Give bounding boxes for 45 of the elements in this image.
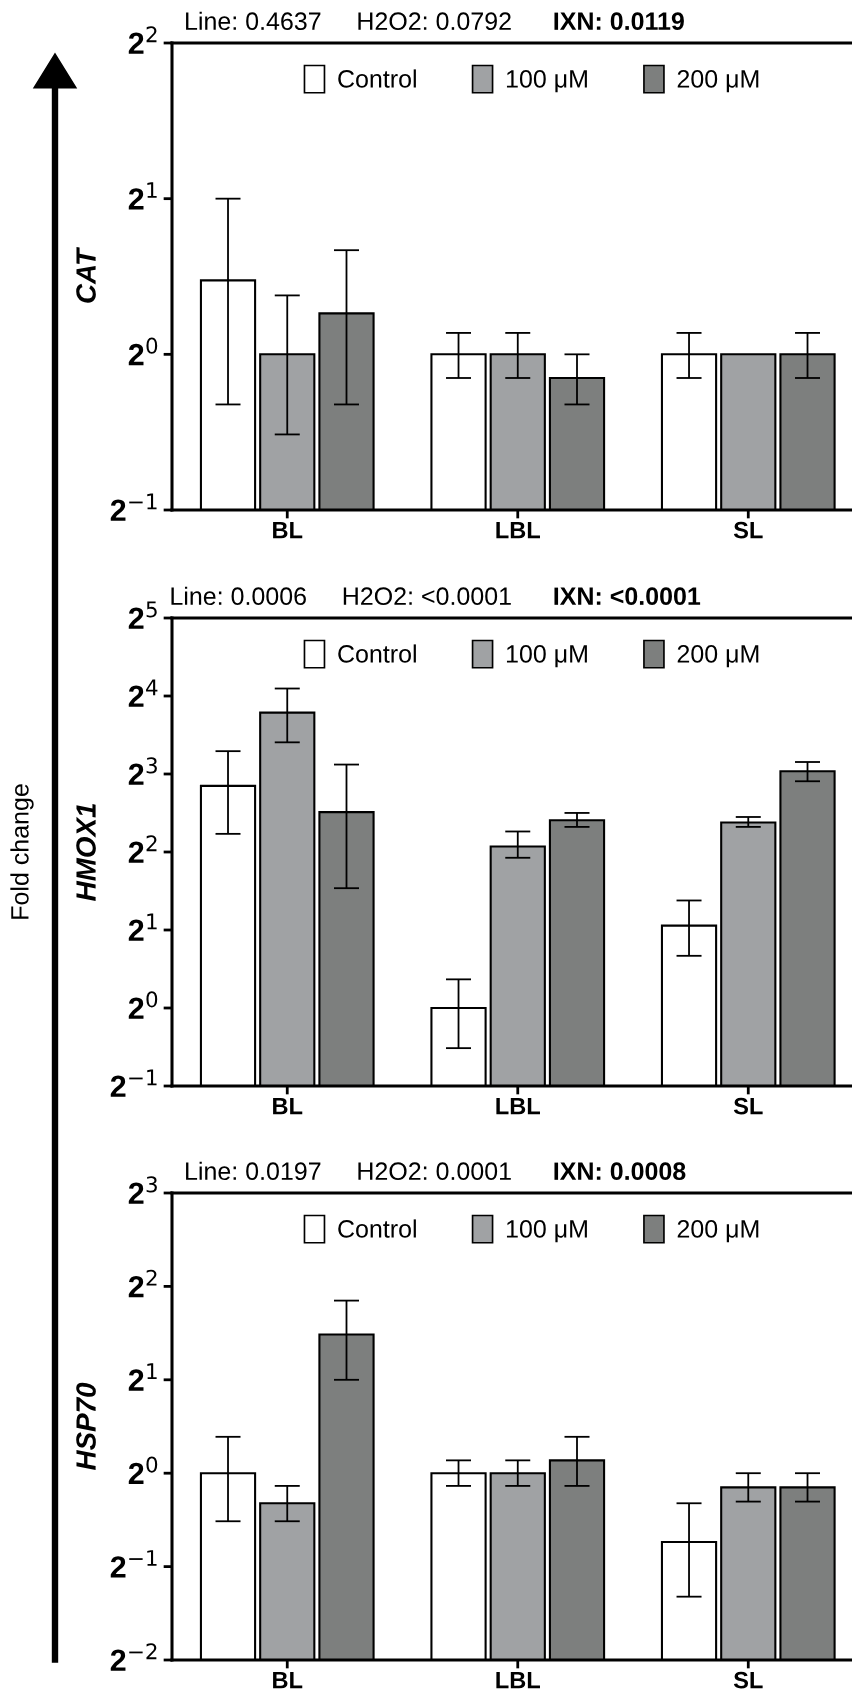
chart-title: Line: 0.0197 H2O2: 0.0001: [186, 1161, 511, 1181]
legend-label: 100 μM: [506, 70, 587, 93]
chart-subtitle: IXN: 0.0008: [554, 1162, 686, 1181]
y-axis-title: CAT: [76, 247, 96, 303]
y-tick-label: 2$^{1}$: [128, 1363, 157, 1391]
legend-label: 200 μM: [677, 70, 759, 93]
x-tick-label: LBL: [496, 1671, 540, 1689]
legend-label: 200 μM: [677, 645, 759, 668]
x-tick-label: BL: [273, 1671, 303, 1689]
text: Fold change: [10, 784, 34, 919]
y-tick-label: 2$^{3}$: [128, 1176, 157, 1204]
legend-label: 100 μM: [506, 645, 587, 668]
legend-label: Control: [338, 69, 416, 88]
y-axis-title: HSP70: [76, 1382, 96, 1471]
legend-label: Control: [338, 1219, 416, 1238]
legend-label: 100 μM: [506, 1220, 587, 1243]
y-tick-label: 2$^{−1}$: [110, 1069, 157, 1097]
y-tick-label: 2$^{−1}$: [110, 1550, 157, 1578]
y-axis-title: HMOX1: [76, 804, 96, 901]
chart-title: Line: 0.4637 H2O2: 0.0792: [186, 11, 511, 31]
y-tick-label: 2$^{−1}$: [110, 493, 157, 521]
x-tick-label: LBL: [496, 521, 540, 539]
x-tick-label: BL: [273, 521, 303, 539]
y-tick-label: 2$^{2}$: [128, 835, 157, 863]
x-tick-label: SL: [733, 521, 763, 539]
x-tick-label: SL: [733, 1097, 763, 1115]
y-tick-label: 2$^{5}$: [128, 601, 157, 629]
x-tick-label: SL: [733, 1671, 763, 1689]
legend-label: Control: [338, 644, 416, 663]
y-tick-label: 2$^{−2}$: [110, 1643, 157, 1671]
y-tick-label: 2$^{1}$: [128, 913, 157, 941]
y-tick-label: 2$^{0}$: [128, 1456, 158, 1485]
y-tick-label: 2$^{3}$: [128, 757, 157, 785]
y-tick-label: 2$^{4}$: [128, 679, 158, 707]
y-tick-label: 2$^{0}$: [128, 337, 158, 366]
x-tick-label: BL: [273, 1097, 303, 1115]
y-tick-label: 2$^{2}$: [128, 1269, 157, 1298]
y-tick-label: 2$^{2}$: [128, 26, 157, 54]
y-tick-label: 2$^{0}$: [128, 991, 158, 1019]
legend-label: 200 μM: [677, 1220, 759, 1243]
y-tick-label: 2$^{1}$: [128, 182, 157, 210]
chart-subtitle: IXN: <0.0001: [554, 587, 701, 606]
x-tick-label: LBL: [496, 1097, 540, 1115]
chart-subtitle: IXN: 0.0119: [554, 12, 684, 31]
chart-title: Line: 0.0006 H2O2: <0.0001: [171, 586, 511, 606]
